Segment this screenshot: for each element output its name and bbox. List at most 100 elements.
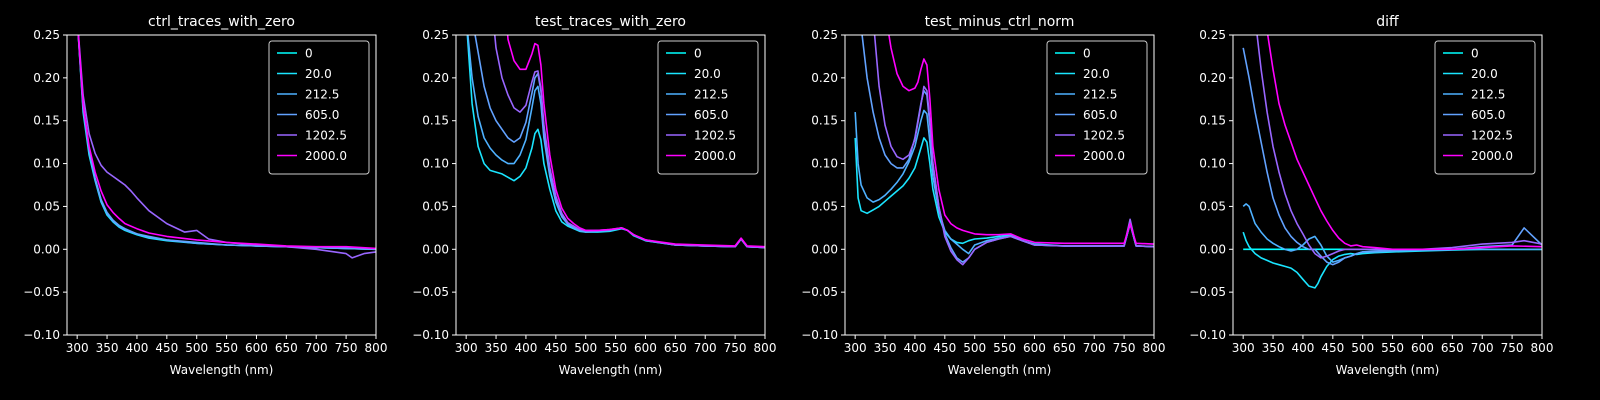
x-tick-label: 350 [874,341,897,355]
legend-entry-label: 20.0 [1471,67,1498,81]
y-tick-label: 0.10 [811,157,838,171]
y-tick-label: −0.05 [801,285,838,299]
legend-entry-label: 20.0 [694,67,721,81]
x-tick-label: 600 [1023,341,1046,355]
y-tick-label: 0.00 [1199,242,1226,256]
y-tick-label: 0.15 [33,114,60,128]
x-tick-label: 400 [514,341,537,355]
legend-entry-label: 605.0 [1083,108,1117,122]
series-line-1202.5 [77,35,376,259]
x-tick-label: 450 [933,341,956,355]
series-group [77,35,376,259]
series-group [466,35,765,249]
legend-entry-label: 0 [694,47,702,61]
y-tick-label: 0.15 [1199,114,1226,128]
x-axis-label: Wavelength (nm) [948,363,1052,377]
x-tick-label: 800 [1143,341,1166,355]
series-line-2000.0 [506,35,765,248]
x-tick-label: 750 [335,341,358,355]
x-tick-label: 600 [245,341,268,355]
y-tick-label: 0.10 [422,157,449,171]
series-line-1202.5 [1256,35,1542,259]
y-tick-label: 0.05 [33,199,60,213]
x-tick-label: 500 [185,341,208,355]
plot-frame [1232,34,1543,336]
legend-entry-label: 605.0 [694,108,728,122]
series-line-212.5 [1242,203,1542,263]
y-tick-label: 0.15 [811,114,838,128]
plot-frame [66,34,377,336]
y-tick-label: 0.20 [33,71,60,85]
y-tick-label: 0.00 [422,242,449,256]
y-tick-label: 0.05 [811,199,838,213]
series-line-2000.0 [1266,35,1542,251]
legend-entry-label: 2000.0 [1471,149,1513,163]
chart-title: ctrl_traces_with_zero [148,14,295,30]
y-tick-label: 0.25 [1199,28,1226,42]
y-tick-label: −0.05 [412,285,449,299]
x-tick-label: 400 [125,341,148,355]
y-tick-label: −0.10 [23,328,60,342]
x-tick-label: 600 [1411,341,1434,355]
chart-panel: diff 300 350 400 450 500 550 600 650 700 750 800 −0.… [1189,14,1553,377]
x-tick-label: 750 [724,341,747,355]
x-tick-label: 500 [963,341,986,355]
y-tick-label: 0.25 [811,28,838,42]
x-tick-label: 600 [634,341,657,355]
x-tick-label: 450 [544,341,567,355]
y-tick-label: −0.10 [801,328,838,342]
legend-entry-label: 212.5 [1083,88,1117,102]
x-tick-label: 650 [1053,341,1076,355]
legend: 0 20.0 212.5 605.0 1202.5 2000.0 [1434,40,1536,175]
x-tick-label: 350 [96,341,119,355]
x-tick-label: 550 [215,341,238,355]
x-tick-label: 650 [275,341,298,355]
x-axis-label: Wavelength (nm) [1336,363,1440,377]
x-tick-label: 450 [155,341,178,355]
chart-panel: test_traces_with_zero 300 350 400 450 500 550 6… [412,14,776,377]
series-group [1242,35,1542,289]
y-tick-label: 0.05 [1199,199,1226,213]
legend-entry-label: 212.5 [1471,88,1505,102]
legend-entry-label: 20.0 [305,67,332,81]
legend-entry-label: 0 [305,47,313,61]
y-tick-label: −0.10 [412,328,449,342]
series-line-2000.0 [77,35,376,250]
legend-entry-label: 1202.5 [1471,129,1513,143]
legend-entry-label: 212.5 [694,88,728,102]
legend-entry-label: 0 [1083,47,1091,61]
x-tick-label: 400 [1291,341,1314,355]
legend: 0 20.0 212.5 605.0 1202.5 2000.0 [268,40,370,175]
y-tick-label: 0.15 [422,114,449,128]
chart-title: test_minus_ctrl_norm [925,14,1075,30]
chart-title: diff [1376,14,1399,30]
x-tick-label: 300 [455,341,478,355]
y-tick-label: 0.00 [33,242,60,256]
series-line-20.0 [1242,231,1542,289]
legend-entry-label: 605.0 [1471,108,1505,122]
y-tick-label: 0.10 [33,157,60,171]
x-tick-label: 700 [1471,341,1494,355]
y-tick-label: 0.20 [422,71,449,85]
x-tick-label: 450 [1321,341,1344,355]
series-line-1202.5 [493,35,765,249]
x-tick-label: 550 [604,341,627,355]
y-tick-label: 0.25 [422,28,449,42]
series-group [854,35,1154,266]
x-tick-label: 350 [1262,341,1285,355]
y-tick-label: −0.05 [1189,285,1226,299]
x-tick-label: 300 [844,341,867,355]
legend-entry-label: 2000.0 [694,149,736,163]
x-tick-label: 800 [365,341,388,355]
x-tick-label: 700 [305,341,328,355]
x-tick-label: 300 [66,341,89,355]
chart-title: test_traces_with_zero [535,14,686,30]
y-tick-label: 0.20 [1199,71,1226,85]
x-tick-label: 550 [993,341,1016,355]
y-tick-label: 0.00 [811,242,838,256]
x-tick-label: 750 [1113,341,1136,355]
y-tick-label: 0.05 [422,199,449,213]
legend-entry-label: 0 [1471,47,1479,61]
y-tick-label: 0.10 [1199,157,1226,171]
